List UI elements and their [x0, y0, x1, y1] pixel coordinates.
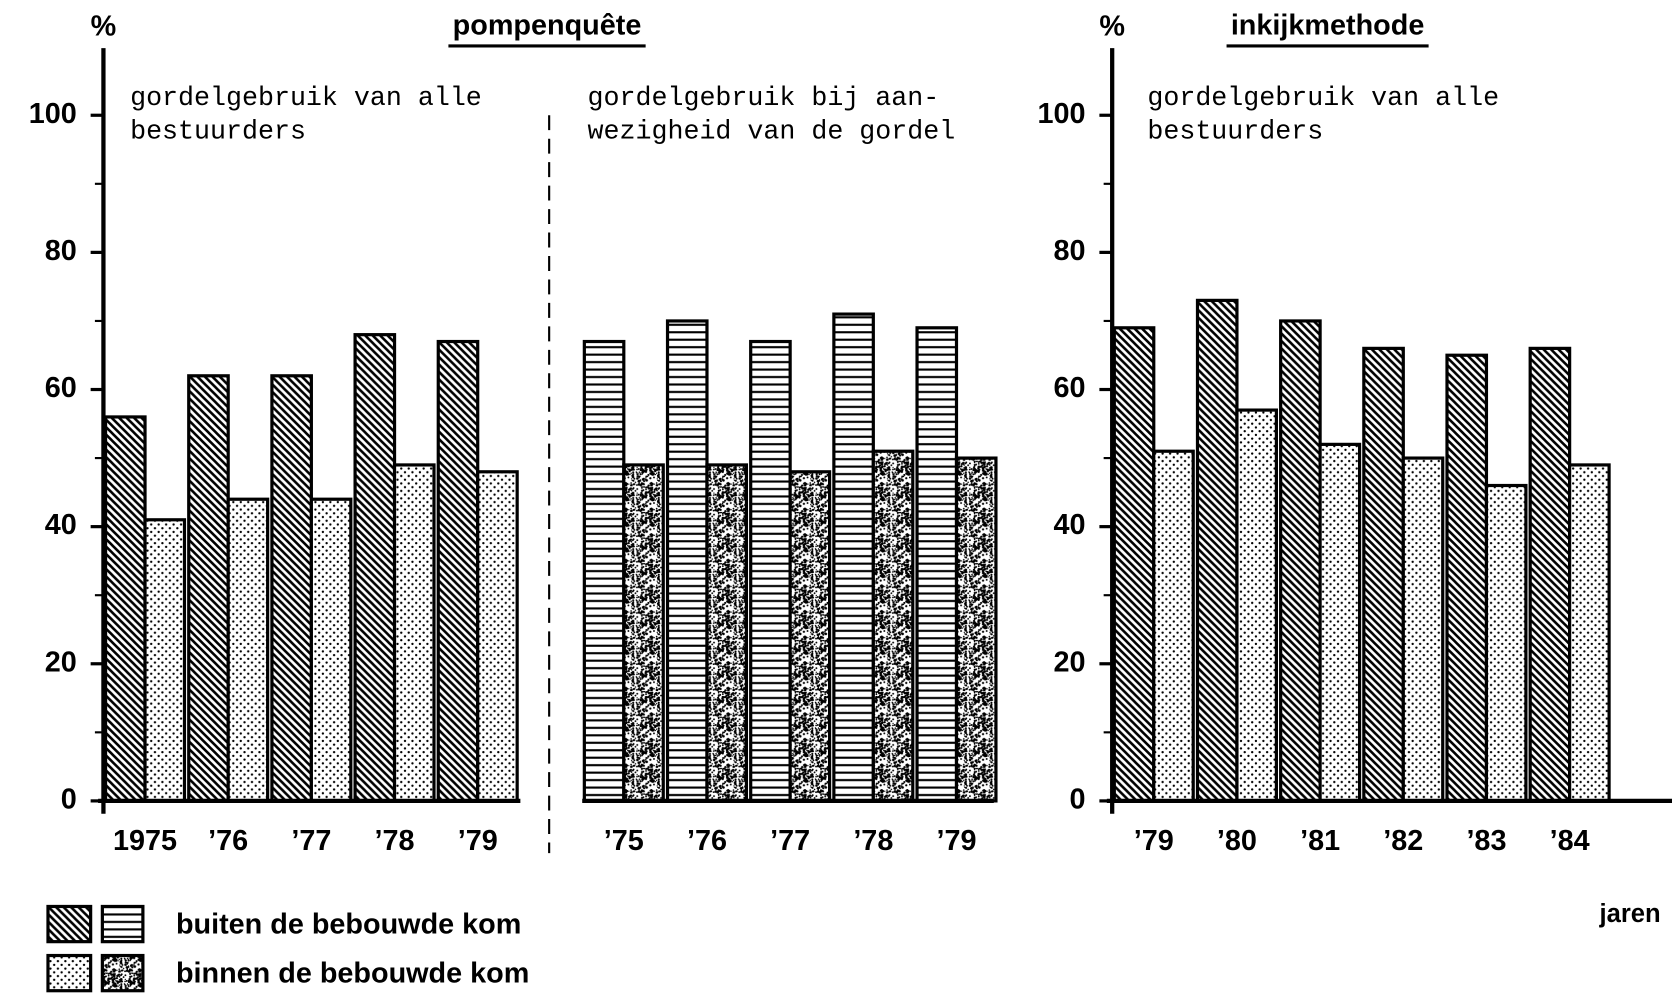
legend-swatch: [100, 904, 145, 944]
x-tick-label: ’78: [853, 825, 893, 857]
bar: [1401, 456, 1445, 803]
bar: [103, 415, 147, 803]
chart-title: pompenquête: [453, 9, 642, 41]
bar: [1528, 346, 1572, 803]
bar: [954, 456, 998, 803]
bar: [1484, 483, 1528, 803]
bar: [476, 470, 519, 803]
bar: [309, 497, 353, 803]
annotation: bestuurders: [1147, 117, 1323, 147]
annotation: gordelgebruik van alle: [130, 84, 482, 114]
legend-swatch: [46, 953, 93, 993]
y-tick-label: 60: [45, 372, 77, 404]
legend-swatch: [46, 904, 93, 944]
x-tick-label: ’76: [687, 825, 727, 857]
legend-label: buiten de bebouwde kom: [176, 908, 521, 940]
bar: [788, 470, 832, 803]
bar: [1112, 326, 1156, 803]
y-tick-label: 0: [1070, 784, 1086, 816]
chart-title: inkijkmethode: [1231, 9, 1425, 41]
bar: [1318, 442, 1362, 803]
x-tick-label: ’76: [208, 825, 248, 857]
y-tick-label: 20: [45, 646, 77, 678]
y-axis-label: %: [91, 10, 117, 42]
x-tick-label: ’79: [936, 825, 976, 857]
annotation: gordelgebruik bij aan-: [588, 84, 940, 114]
bar: [270, 374, 313, 803]
bar: [1445, 353, 1489, 803]
bar: [187, 374, 230, 803]
bar: [915, 326, 959, 803]
x-tick-label: ’81: [1300, 825, 1340, 857]
y-tick-label: 40: [45, 509, 77, 541]
bar: [1362, 346, 1405, 803]
bar: [832, 312, 875, 803]
y-tick-label: 60: [1054, 372, 1086, 404]
bar: [622, 463, 665, 803]
bar: [749, 339, 792, 803]
legend-swatch: [100, 953, 145, 993]
bar: [1195, 298, 1239, 803]
x-tick-label: ’77: [291, 825, 331, 857]
bar: [226, 497, 270, 803]
bar: [1568, 463, 1611, 803]
x-tick-label: ’80: [1217, 825, 1257, 857]
bar: [705, 463, 749, 803]
x-tick-label: ’79: [1134, 825, 1174, 857]
x-tick-label: ’84: [1550, 825, 1590, 857]
annotation: bestuurders: [130, 117, 306, 147]
bar: [1152, 449, 1195, 803]
x-tick-label: 1975: [113, 825, 177, 857]
y-tick-label: 100: [29, 98, 77, 130]
x-tick-label: ’82: [1383, 825, 1423, 857]
x-tick-label: ’79: [458, 825, 498, 857]
y-axis-label: %: [1099, 10, 1125, 42]
bar: [353, 333, 397, 803]
x-tick-label: ’83: [1466, 825, 1506, 857]
bar: [392, 463, 436, 803]
x-tick-label: ’77: [770, 825, 810, 857]
y-tick-label: 20: [1054, 646, 1086, 678]
bar: [1235, 408, 1278, 803]
bar: [1279, 319, 1322, 803]
y-tick-label: 100: [1037, 98, 1085, 130]
annotation: gordelgebruik van alle: [1147, 84, 1499, 114]
y-tick-label: 80: [45, 235, 77, 267]
x-tick-label: ’75: [604, 825, 644, 857]
y-tick-label: 80: [1054, 235, 1086, 267]
x-axis-label: jaren: [1598, 900, 1660, 928]
bar: [665, 319, 709, 803]
annotation: wezigheid van de gordel: [588, 117, 956, 147]
bar: [436, 339, 480, 803]
bar: [582, 339, 626, 803]
x-tick-label: ’78: [375, 825, 415, 857]
bar: [143, 518, 187, 803]
bar: [871, 449, 915, 803]
y-tick-label: 40: [1054, 509, 1086, 541]
legend-label: binnen de bebouwde kom: [176, 957, 529, 989]
y-tick-label: 0: [61, 784, 77, 816]
